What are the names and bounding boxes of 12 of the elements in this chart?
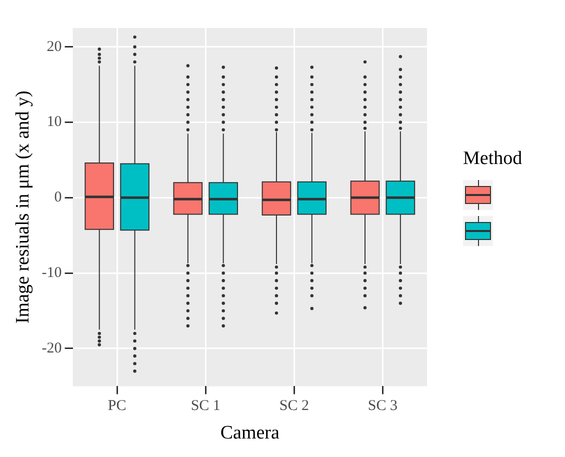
- y-tick-label: -20: [42, 340, 62, 356]
- x-tick-label: PC: [108, 398, 126, 414]
- y-tick-label: -10: [42, 265, 62, 282]
- x-tick-label: SC 1: [190, 398, 220, 414]
- legend-title: Method: [463, 148, 522, 170]
- y-tick-label: 0: [54, 190, 62, 206]
- x-axis-title: Camera: [220, 422, 280, 444]
- y-tick-label: 10: [46, 114, 62, 130]
- y-axis-title: Image resiuals in μm (x and y): [12, 90, 34, 324]
- x-tick-label: SC 3: [368, 398, 398, 414]
- x-tick-label: SC 2: [279, 398, 309, 414]
- y-tick-label: 20: [46, 38, 62, 55]
